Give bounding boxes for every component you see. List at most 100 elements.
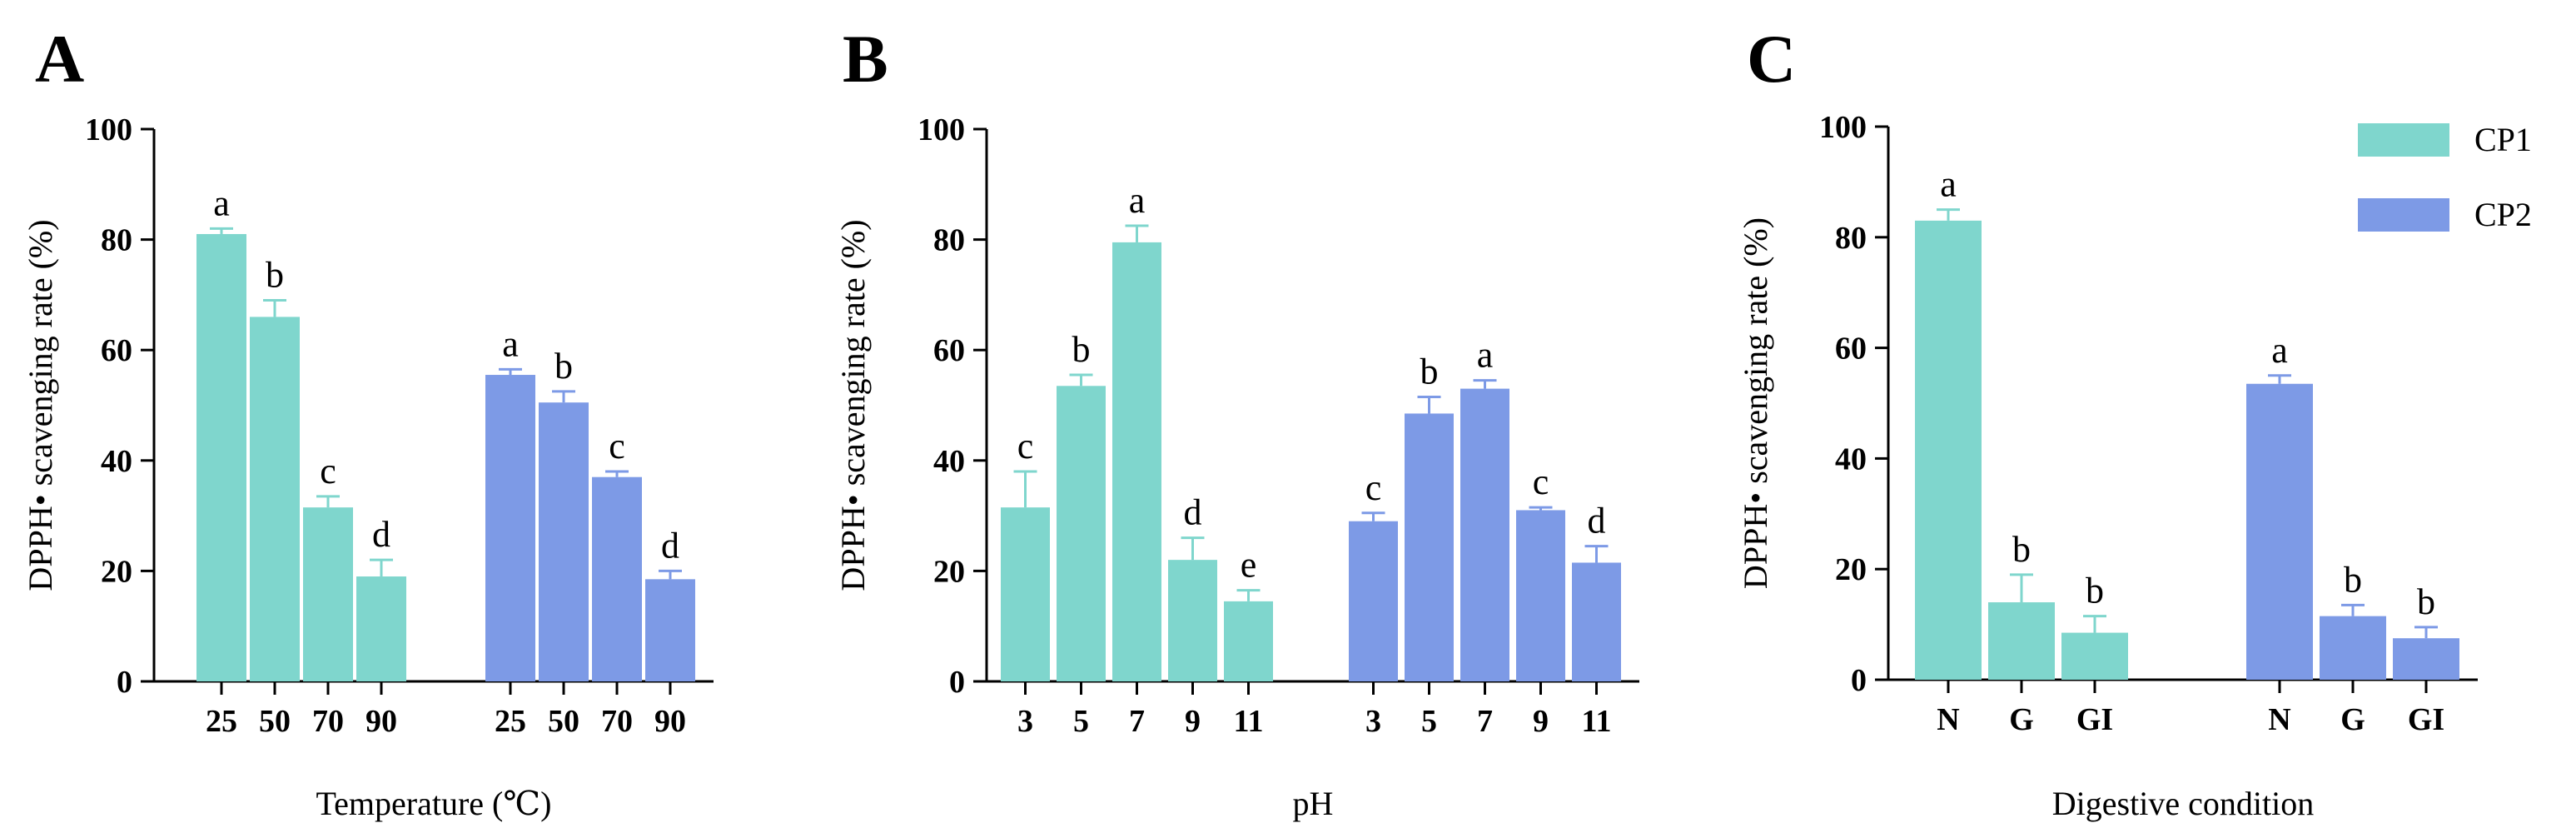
significance-letter: b [2086, 571, 2104, 611]
x-axis-label: pH [1293, 785, 1334, 822]
y-tick-label: 60 [933, 333, 965, 368]
y-tick-label: 100 [85, 112, 132, 147]
significance-letter: a [1477, 335, 1494, 376]
bar-cp2-9 [1516, 510, 1565, 681]
x-tick-label: 9 [1533, 704, 1549, 739]
panel-A: A 0 20 40 60 80 100 DPPH• scavenging rate (%) a 2… [22, 21, 714, 822]
y-tick-label: 0 [1851, 663, 1867, 698]
x-tick-label: 50 [548, 704, 579, 739]
significance-letter: b [1420, 352, 1439, 392]
significance-letter: b [266, 255, 284, 296]
y-axis-label: DPPH• scavenging rate (%) [834, 219, 872, 591]
y-tick-label: 40 [933, 444, 965, 479]
significance-letter: a [1129, 180, 1146, 221]
bar-cp1-g [1988, 602, 2055, 680]
significance-letter: c [1533, 461, 1549, 502]
x-tick-label: N [1937, 702, 1959, 737]
bar-cp2-g [2320, 616, 2386, 680]
significance-letter: a [213, 182, 230, 223]
x-tick-label: 11 [1234, 704, 1264, 739]
bar-cp1-gi [2061, 632, 2128, 680]
x-tick-label: 3 [1365, 704, 1381, 739]
x-axis-label: Temperature (℃) [316, 785, 552, 822]
y-tick-label: 20 [1835, 552, 1867, 587]
y-tick-label: 80 [1835, 221, 1867, 256]
x-tick-label: 5 [1073, 704, 1089, 739]
y-tick-label: 0 [949, 665, 965, 700]
y-tick-label: 40 [1835, 441, 1867, 476]
bar-cp2-25 [485, 375, 535, 681]
significance-letter: d [661, 525, 679, 566]
x-tick-label: 70 [312, 704, 344, 739]
y-tick-label: 20 [933, 554, 965, 589]
x-tick-label: G [2340, 702, 2365, 737]
x-tick-label: 90 [366, 704, 397, 739]
y-tick-label: 80 [101, 223, 132, 258]
significance-letter: d [1588, 501, 1606, 541]
significance-letter: d [1184, 492, 1202, 533]
legend-label-cp2: CP2 [2474, 196, 2532, 233]
significance-letter: b [2344, 559, 2362, 600]
bar-cp1-90 [356, 576, 406, 681]
bar-cp1-11 [1224, 601, 1273, 681]
bar-cp2-7 [1460, 388, 1509, 681]
bar-cp1-25 [196, 233, 246, 682]
panel-C: C 0 20 40 60 80 100 DPPH• scavenging rate (%) a N… [1737, 21, 2478, 822]
y-axis-label: DPPH• scavenging rate (%) [22, 219, 59, 591]
x-tick-label: 11 [1582, 704, 1612, 739]
significance-letter: a [1940, 164, 1957, 205]
significance-letter: c [1017, 426, 1034, 466]
y-tick-label: 40 [101, 444, 132, 479]
bar-cp2-n [2246, 383, 2313, 680]
panel-B: B 0 20 40 60 80 100 DPPH• scavenging rate (%) c 3… [834, 21, 1639, 822]
bar-cp2-90 [645, 579, 695, 681]
y-tick-label: 20 [101, 554, 132, 589]
bar-cp1-9 [1168, 560, 1217, 681]
significance-letter: c [320, 451, 336, 491]
bar-cp1-3 [1001, 507, 1050, 681]
x-tick-label: N [2268, 702, 2290, 737]
significance-letter: b [2012, 529, 2031, 570]
x-tick-label: 50 [259, 704, 291, 739]
legend: CP1 CP2 [2358, 121, 2532, 233]
significance-letter: a [2271, 330, 2288, 371]
panel-letter: B [843, 21, 888, 97]
y-tick-label: 100 [1819, 110, 1867, 145]
y-tick-label: 60 [1835, 332, 1867, 367]
y-tick-label: 80 [933, 223, 965, 258]
legend-swatch-cp2 [2358, 198, 2449, 232]
x-tick-label: 25 [495, 704, 526, 739]
y-axis-label: DPPH• scavenging rate (%) [1737, 217, 1774, 589]
x-tick-label: G [2009, 702, 2034, 737]
significance-letter: d [372, 514, 390, 555]
y-tick-label: 0 [117, 665, 132, 700]
significance-letter: b [2417, 581, 2435, 622]
x-tick-label: GI [2408, 702, 2444, 737]
significance-letter: c [609, 426, 625, 466]
bar-cp2-70 [592, 476, 642, 681]
significance-letter: e [1241, 545, 1257, 586]
x-axis-label: Digestive condition [2052, 785, 2314, 822]
significance-letter: c [1365, 467, 1382, 508]
bar-cp1-5 [1057, 386, 1106, 681]
x-tick-label: 90 [654, 704, 686, 739]
x-tick-label: 5 [1421, 704, 1437, 739]
x-tick-label: 9 [1185, 704, 1201, 739]
x-tick-label: 25 [206, 704, 237, 739]
panel-letter: C [1747, 21, 1796, 97]
x-tick-label: 70 [601, 704, 633, 739]
legend-label-cp1: CP1 [2474, 121, 2532, 158]
bar-cp1-n [1915, 220, 1982, 680]
bar-cp2-3 [1349, 521, 1398, 681]
bar-cp2-11 [1572, 562, 1621, 681]
y-tick-label: 100 [918, 112, 965, 147]
significance-letter: a [502, 323, 519, 364]
bar-cp1-7 [1112, 242, 1161, 681]
bar-cp2-gi [2393, 638, 2459, 680]
significance-letter: b [1072, 329, 1091, 370]
x-tick-label: GI [2076, 702, 2113, 737]
bar-cp2-50 [539, 402, 589, 681]
x-tick-label: 7 [1477, 704, 1493, 739]
bar-cp1-50 [250, 317, 300, 681]
